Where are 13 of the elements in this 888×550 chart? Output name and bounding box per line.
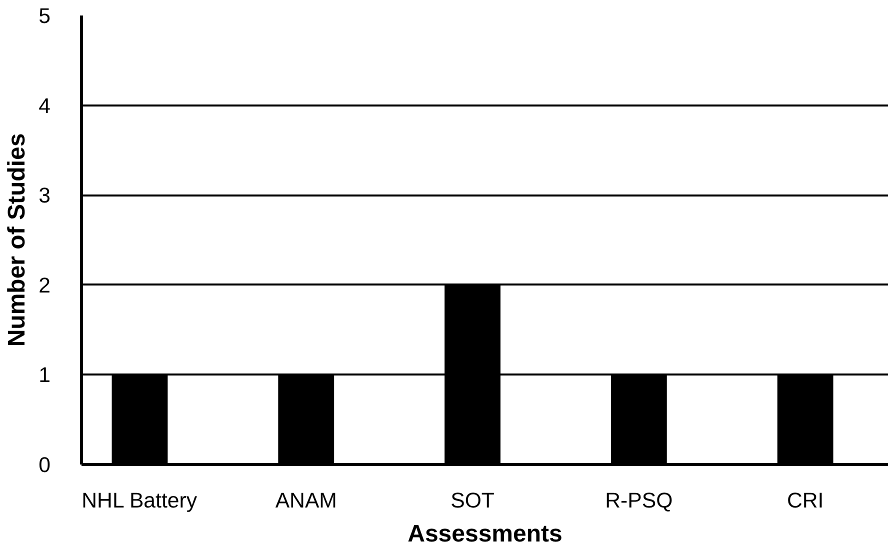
x-tick-label: CRI: [786, 488, 824, 512]
x-tick-label: SOT: [450, 488, 494, 512]
y-tick-label: 1: [38, 363, 51, 388]
x-tick-label: NHL Battery: [82, 488, 198, 512]
y-tick-label: 2: [38, 273, 51, 298]
y-tick-label: 3: [38, 184, 51, 208]
y-tick-label: 0: [38, 453, 51, 477]
x-tick-label: ANAM: [275, 488, 337, 512]
x-tick-label: R-PSQ: [605, 488, 673, 512]
y-tick-label: 5: [38, 4, 51, 28]
y-axis-title: Number of Studies: [4, 133, 31, 347]
y-tick-label: 4: [38, 94, 51, 118]
x-axis-title: Assessments: [408, 520, 562, 548]
